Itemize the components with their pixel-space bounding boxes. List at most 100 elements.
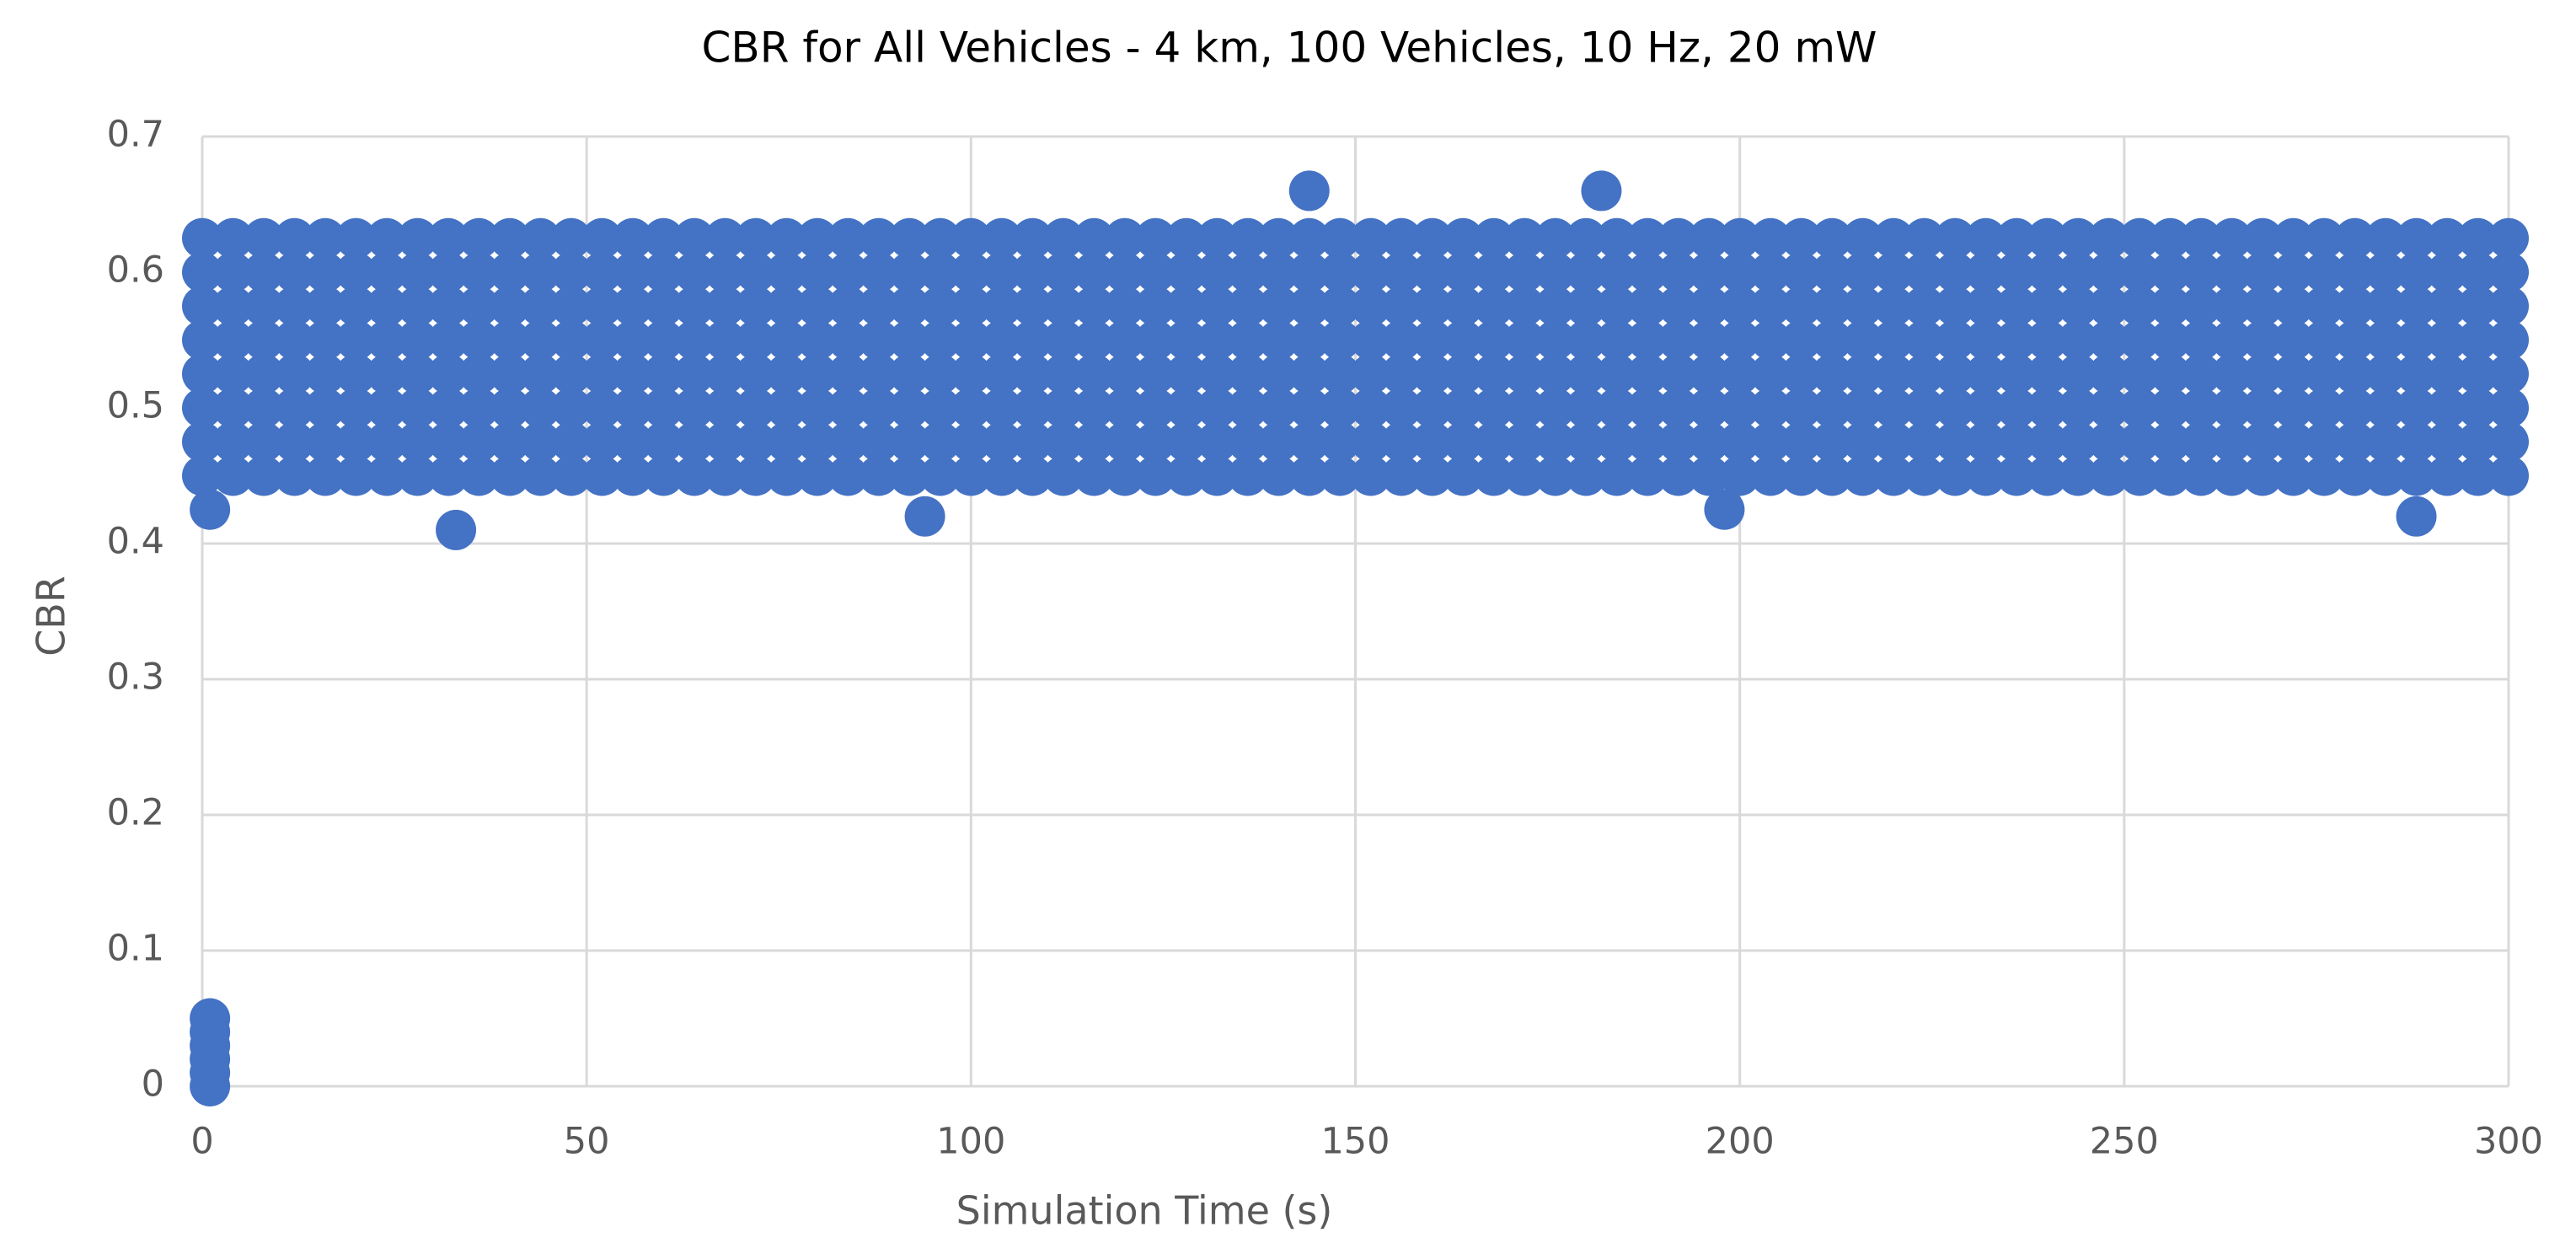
point [1750,353,1791,394]
point [1165,421,1207,463]
point [1411,353,1453,394]
point [212,421,254,463]
point [1873,421,1915,463]
point [1996,252,2038,292]
point [951,421,992,463]
point [1012,252,1053,292]
point [2457,252,2498,292]
point [1350,319,1391,361]
point [796,286,838,327]
point [1473,252,1514,292]
x-tick-label: 250 [2090,1121,2159,1163]
point [2211,252,2252,292]
point [1689,252,1730,292]
point [1534,252,1576,292]
point [612,217,653,259]
point [1996,388,2038,428]
point [2304,455,2345,496]
point [904,496,945,537]
point [1443,421,1484,463]
point [212,455,254,496]
point [2058,421,2099,463]
point [1534,388,1576,428]
point [1135,455,1176,496]
point [2058,217,2099,259]
point [1689,217,1730,259]
point [1381,421,1422,463]
point [858,388,899,428]
point [1012,353,1053,394]
point [335,286,377,327]
point [2427,353,2468,394]
point [304,319,345,361]
point [1812,388,1853,428]
point [1996,319,2038,361]
y-tick-label: 0 [142,1063,164,1106]
point [2273,353,2314,394]
point [335,217,377,259]
point [889,319,930,361]
point [735,388,776,428]
point [889,421,930,463]
point [1596,319,1637,361]
point [1750,455,1791,496]
point [951,286,992,327]
point [304,217,345,259]
point [704,217,746,259]
point [2427,286,2468,327]
point [2242,353,2284,394]
point [182,217,222,259]
point [1197,319,1238,361]
point [274,421,315,463]
point [2119,217,2161,259]
point [643,421,684,463]
point [1842,252,1883,292]
point [1534,455,1576,496]
point [1504,353,1545,394]
point [1750,252,1791,292]
y-tick-label: 0.5 [107,385,164,427]
point [2150,252,2191,292]
point [2396,217,2437,259]
point [2488,421,2529,463]
point [1689,286,1730,327]
point [1596,286,1637,327]
point [243,353,284,394]
point [1566,421,1607,463]
point [581,388,623,428]
point [796,252,838,292]
point [704,421,746,463]
point [1473,319,1514,361]
point [2273,421,2314,463]
point [1074,319,1115,361]
point [1965,286,2006,327]
point [2365,319,2407,361]
point [1350,252,1391,292]
point [1534,217,1576,259]
point [1443,388,1484,428]
point [1689,353,1730,394]
point [1935,353,1976,394]
point [1996,353,2038,394]
point [581,319,623,361]
points [182,170,2529,1106]
point [304,286,345,327]
point [1197,388,1238,428]
point [335,252,377,292]
point [1411,217,1453,259]
point [735,286,776,327]
point [581,455,623,496]
x-tick-label: 150 [1320,1121,1390,1163]
point [1658,388,1699,428]
point [1812,217,1853,259]
point [366,252,407,292]
point [1750,421,1791,463]
point [1996,217,2038,259]
point [520,353,561,394]
point [1197,353,1238,394]
point [1781,286,1822,327]
point [1504,252,1545,292]
point [2242,286,2284,327]
point [1074,252,1115,292]
